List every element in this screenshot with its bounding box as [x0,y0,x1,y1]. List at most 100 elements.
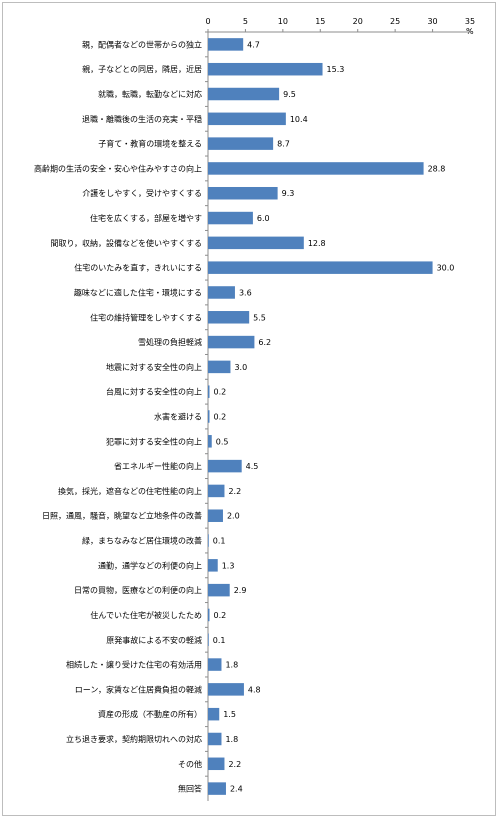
data-label: 0.1 [213,636,226,645]
bar [208,410,210,423]
x-tick-label: 20 [353,17,363,26]
bar [208,757,225,771]
bar [208,137,274,150]
data-label: 6.0 [257,214,270,223]
x-tick-label: 15 [315,17,325,26]
category-label: 就職，転職，転勤などに対応 [98,89,202,99]
category-label: 趣味などに適した住宅・環境にする [74,287,202,297]
bar [208,583,230,597]
category-label: 緑，まちなみなど居住環境の改善 [82,536,202,546]
bar [208,534,209,547]
x-tick-label: 35 [465,17,475,26]
bar [208,186,278,200]
bar [208,633,209,647]
bar [208,286,235,299]
category-labels: 親，配偶者などの世帯からの独立親，子などとの同居，隣居，近居就職，転職，転勤など… [34,39,202,793]
bars [208,38,433,795]
data-label: 12.8 [308,239,326,248]
data-label: 0.1 [213,537,226,546]
data-label: 0.2 [213,388,226,397]
category-label: 子育て・教育の環境を整える [98,139,202,149]
category-label: 原発事故による不安の軽減 [106,635,202,645]
category-label: ローン，家賃など住居費負担の軽減 [75,684,202,694]
data-label: 9.3 [282,189,295,198]
data-label: 1.3 [222,561,235,570]
data-label: 6.2 [258,338,271,347]
data-label: 2.4 [230,785,243,794]
category-label: 介護をしやすく，受けやすくする [82,188,202,198]
x-tick-label: 10 [278,17,288,26]
category-label: 通勤，通学などの利便の向上 [98,560,202,570]
data-label: 2.9 [234,586,247,595]
bar [208,112,286,126]
bar [208,782,226,795]
bar [208,311,250,324]
x-tick-label: 25 [390,17,400,26]
bar [208,459,242,473]
category-label: 日常の買物，医療などの利便の向上 [74,585,202,595]
bar [208,732,222,746]
category-label: 相続した・譲り受けた住宅の有効活用 [66,660,202,670]
category-label: 省エネルギー性能の向上 [114,461,202,471]
x-tick-label: 0 [205,17,210,26]
category-label: 住宅を広くする，部屋を増やす [90,213,202,223]
category-label: 犯罪に対する安全性の向上 [106,436,202,446]
bar [208,559,218,572]
bar [208,484,225,498]
category-label: 間取り，収納，設備などを使いやすくする [51,238,202,248]
bar [208,62,323,76]
data-label: 28.8 [428,164,446,173]
bar [208,38,244,51]
data-label: 4.8 [248,685,261,694]
bar [208,261,433,274]
data-label: 10.4 [290,115,308,124]
category-label: 住んでいた住宅が被災したため [90,610,202,620]
bar [208,385,210,398]
bar [208,658,222,671]
category-label: 住宅の維持管理をしやすくする [90,312,202,322]
data-label: 2.2 [228,760,241,769]
bar [208,236,304,250]
data-label: 2.2 [228,487,241,496]
bar [208,162,424,175]
bar [208,211,253,225]
category-label: 資産の形成（不動産の所有） [98,709,202,719]
x-tick-label: 5 [243,17,248,26]
category-label: 立ち退き要求，契約期限切れへの対応 [66,734,202,744]
category-label: 無回答 [178,784,202,794]
data-label: 1.8 [225,661,238,670]
data-label: 4.5 [246,462,259,471]
category-label: 退職・離職後の生活の充実・平穏 [82,114,202,124]
bar [208,87,280,101]
category-label: 住宅のいたみを直す，きれいにする [74,263,202,273]
bar [208,435,212,448]
data-label: 3.6 [239,288,252,297]
value-labels: 4.7 15.3 9.5 10.4 8.7 28.8 9.3 6.0 12.8 30.0 3.6 5.… [213,40,455,793]
data-label: 5.5 [253,313,266,322]
data-label: 9.5 [283,90,296,99]
category-label: その他 [178,759,202,769]
data-label: 1.8 [225,735,238,744]
category-label: 水害を避ける [154,412,202,422]
data-label: 8.7 [277,140,290,149]
data-label: 1.5 [223,710,236,719]
category-label: 親，配偶者などの世帯からの独立 [82,39,202,49]
data-label: 0.2 [213,413,226,422]
data-label: 0.2 [213,611,226,620]
bar [208,335,255,349]
data-label: 15.3 [327,65,345,74]
category-label: 地震に対する安全性の向上 [106,362,202,372]
category-label: 日照，通風，騒音，眺望など立地条件の改善 [42,511,202,521]
x-axis-ticks: 0 5 10 15 20 25 30 35 [205,17,475,32]
category-label: 高齢期の生活の安全・安心や住みやすさの向上 [34,163,202,173]
data-label: 4.7 [247,40,260,49]
data-label: 0.5 [216,437,229,446]
category-label: 親，子などとの同居，隣居，近居 [82,64,202,74]
bar [208,683,244,696]
category-label: 換気，採光，遮音などの住宅性能の向上 [58,486,202,496]
category-label: 雪処理の負担軽減 [138,337,202,347]
bar [208,707,220,721]
data-label: 3.0 [234,363,247,372]
